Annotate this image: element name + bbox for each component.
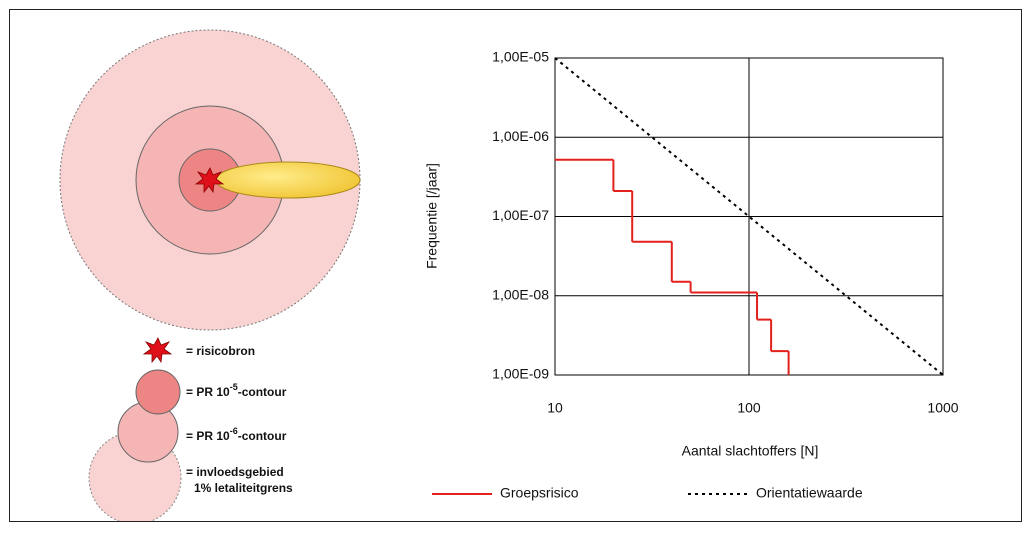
y-tick-label: 1,00E-07 — [492, 207, 549, 223]
legend-text: 1% letaliteitgrens — [194, 481, 293, 495]
legend-text: = invloedsgebied — [186, 465, 284, 479]
y-axis-title: Frequentie [/jaar] — [424, 163, 440, 269]
y-tick-label: 1,00E-09 — [492, 366, 549, 382]
effect-plume — [216, 162, 360, 198]
legend-label: Groepsrisico — [500, 485, 579, 501]
legend-pr5 — [136, 370, 180, 414]
legend-text: = risicobron — [186, 344, 255, 358]
figure: = risicobron = PR 10-5-contour = PR 10-6… — [0, 0, 1032, 532]
legend-label: Orientatiewaarde — [756, 485, 863, 501]
y-tick-label: 1,00E-08 — [492, 286, 549, 302]
x-axis-title: Aantal slachtoffers [N] — [682, 443, 819, 459]
x-tick-label: 1000 — [927, 400, 958, 416]
y-tick-label: 1,00E-06 — [492, 128, 549, 144]
y-tick-label: 1,00E-05 — [492, 49, 549, 65]
x-tick-label: 10 — [547, 400, 563, 416]
x-tick-label: 100 — [737, 400, 761, 416]
